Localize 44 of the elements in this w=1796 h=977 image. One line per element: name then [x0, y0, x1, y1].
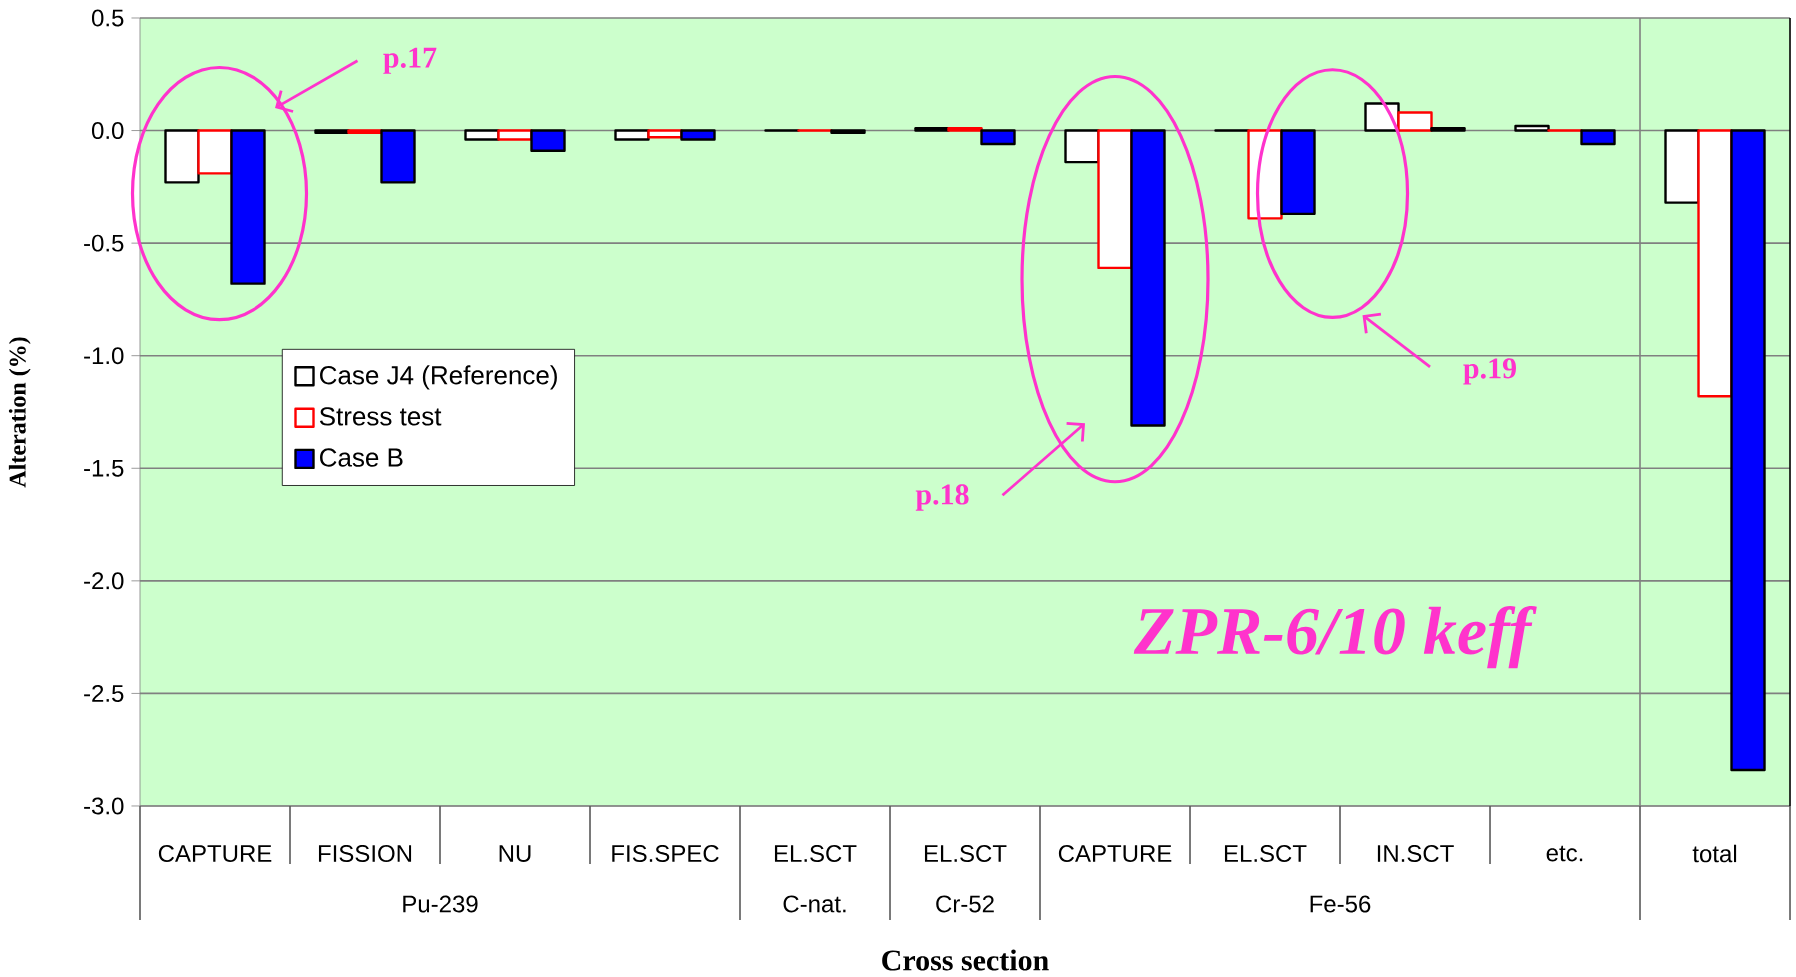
bar [980, 129, 1016, 146]
y-tick-label: -2.5 [84, 684, 124, 702]
x-tick-label: FIS.SPEC [612, 845, 719, 862]
text: Pu-239 [403, 895, 478, 913]
text: Cr-52 [936, 895, 994, 913]
x-tick-label: EL.SCT [1224, 845, 1307, 862]
x-tick-label: CAPTURE [1058, 845, 1172, 862]
bar [1130, 129, 1166, 427]
bar [1280, 129, 1316, 216]
y-tick-label: -0.5 [84, 234, 124, 252]
x-tick-label: NU [499, 845, 531, 862]
text: C-nat. [783, 895, 846, 913]
bar [1580, 129, 1616, 146]
bar [380, 129, 416, 184]
x-tick-label: total [1692, 844, 1737, 863]
bar [680, 129, 716, 141]
text: Fe-56 [1310, 895, 1371, 913]
legend-label: Case B [320, 448, 403, 467]
legend-label: Stress test [319, 407, 442, 426]
annotation: p.17 [383, 47, 437, 74]
x-tick-label: EL.SCT [924, 845, 1007, 862]
annotation: ZPR-6/10 keff [1133, 605, 1537, 669]
y-tick-label: -3.0 [84, 797, 124, 815]
bar [530, 129, 566, 153]
bar [1514, 124, 1550, 132]
bar [230, 129, 266, 285]
y-tick-label: 0.0 [91, 122, 124, 140]
y-tick-label: -1.5 [84, 459, 124, 477]
annotation: p.19 [1463, 358, 1516, 385]
y-tick-label: -2.0 [84, 572, 124, 590]
bar [1430, 127, 1466, 132]
bar [1730, 129, 1766, 772]
y-axis-title: Alteration (%) [8, 337, 31, 488]
x-axis-title: Cross section [882, 949, 1049, 971]
y-tick-label: -1.0 [84, 347, 124, 365]
x-tick-label: IN.SCT [1377, 845, 1454, 862]
y-tick-label: 0.5 [91, 9, 124, 27]
x-tick-label: CAPTURE [158, 845, 272, 862]
x-tick-label: EL.SCT [774, 845, 857, 862]
legend-label: Case J4 (Reference) [320, 365, 557, 390]
x-tick-label: etc. [1546, 845, 1583, 862]
annotation: p.18 [915, 484, 969, 511]
bar [830, 129, 866, 135]
x-tick-label: FISSION [318, 845, 412, 862]
